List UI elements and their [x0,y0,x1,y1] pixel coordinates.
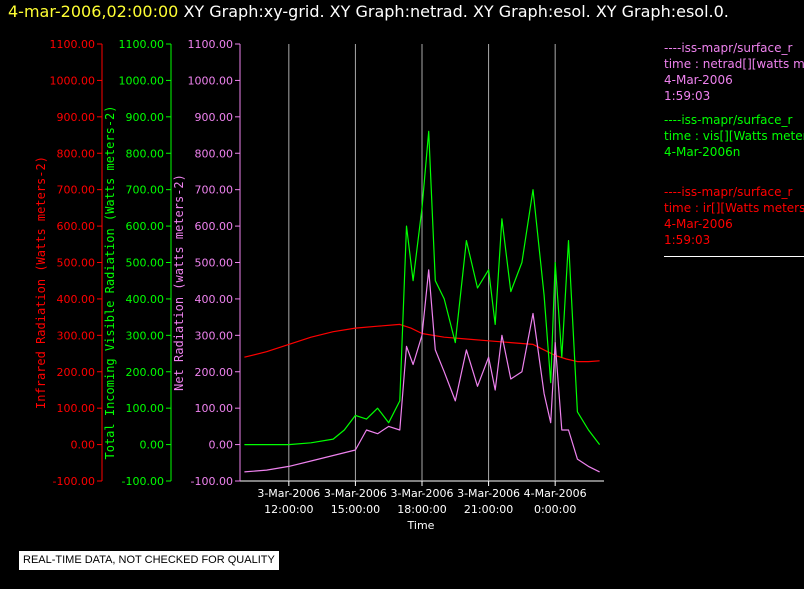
legend-netrad-line-2: time : netrad[][watts me [664,57,804,71]
header-graph-2: XY Graph:netrad. [329,2,468,21]
x-tick-label-time: 12:00:00 [264,503,313,516]
y-tick-label: 900.00 [195,111,234,124]
y-tick-label: 400.00 [195,293,234,306]
header-graph-3: XY Graph:esol. [472,2,591,21]
x-tick-label-date: 4-Mar-2006 [524,487,587,500]
x-tick-label-time: 18:00:00 [397,503,446,516]
legend-ir-line-1: ----iss-mapr/surface_r [664,185,793,199]
series-line-netrad [244,269,600,473]
y-tick-label: 100.00 [57,402,96,415]
y-tick-label: 900.00 [126,111,165,124]
y-tick-label: 200.00 [126,366,165,379]
y-tick-label: -100.00 [122,475,164,488]
legend-netrad-line-4: 1:59:03 [664,89,711,103]
legend-ir-line-3: 4-Mar-2006 [664,217,733,231]
legend-netrad-line-3: 4-Mar-2006 [664,73,733,87]
legend-netrad: ----iss-mapr/surface_r time : netrad[][w… [664,40,804,104]
y-tick-label: 800.00 [57,147,96,160]
y-tick-label: 400.00 [126,293,165,306]
y-tick-label: 300.00 [195,329,234,342]
y-tick-label: 800.00 [195,147,234,160]
x-axis-label: Time [407,519,435,532]
y-tick-label: 500.00 [195,257,234,270]
x-tick-label-date: 3-Mar-2006 [391,487,454,500]
x-tick-label-time: 0:00:00 [534,503,576,516]
legend-netrad-line-1: ----iss-mapr/surface_r [664,41,793,55]
quality-note: REAL-TIME DATA, NOT CHECKED FOR QUALITY [19,551,279,570]
y-tick-label: 1100.00 [119,38,165,51]
y-tick-label: 1000.00 [119,74,165,87]
y-tick-label: 600.00 [195,220,234,233]
legend-vis-line-1: ----iss-mapr/surface_r [664,113,793,127]
legend-ir: ----iss-mapr/surface_r time : ir[][Watts… [664,184,804,248]
y-tick-label: 100.00 [126,402,165,415]
x-tick-label-time: 21:00:00 [464,503,513,516]
y-tick-label: 700.00 [195,184,234,197]
y-tick-label: 800.00 [126,147,165,160]
x-tick-label-date: 3-Mar-2006 [324,487,387,500]
y-tick-label: 700.00 [57,184,96,197]
y-tick-label: 300.00 [126,329,165,342]
legend-vis-line-3: 4-Mar-2006n [664,145,741,159]
y-tick-label: 200.00 [57,366,96,379]
y-tick-label: 500.00 [126,257,165,270]
legend-vis-line-2: time : vis[][Watts meter [664,129,804,143]
header-graph-4: XY Graph:esol.0. [595,2,729,21]
series-line-vis [244,130,601,446]
x-tick-label-date: 3-Mar-2006 [257,487,320,500]
y-tick-label: 400.00 [57,293,96,306]
y-axis-label: Infrared Radiation (Watts meters-2) [34,156,48,409]
y-tick-label: 1100.00 [50,38,96,51]
y-tick-label: 200.00 [195,366,234,379]
header-graph-1: XY Graph:xy-grid. [183,2,325,21]
legend-divider [664,256,804,257]
y-axis-label: Net Radiation (watts meters-2) [172,174,186,391]
y-tick-label: 1000.00 [188,74,234,87]
y-tick-label: 0.00 [140,439,165,452]
y-tick-label: 100.00 [195,402,234,415]
y-tick-label: 700.00 [126,184,165,197]
y-tick-label: 1100.00 [188,38,234,51]
legend-ir-line-4: 1:59:03 [664,233,711,247]
y-tick-label: 300.00 [57,329,96,342]
y-tick-label: 500.00 [57,257,96,270]
y-tick-label: -100.00 [53,475,95,488]
header-title: 4-mar-2006,02:00:00 XY Graph:xy-grid. XY… [8,2,729,21]
legend-vis: ----iss-mapr/surface_r time : vis[][Watt… [664,112,804,160]
y-tick-label: 0.00 [209,439,234,452]
y-tick-label: 1000.00 [50,74,96,87]
y-tick-label: 0.00 [71,439,96,452]
header-timestamp: 4-mar-2006,02:00:00 [8,2,179,21]
y-axis-label: Total Incoming Visible Radiation (Watts … [103,105,117,459]
y-tick-label: 900.00 [57,111,96,124]
series-line-ir [244,323,600,363]
x-tick-label-time: 15:00:00 [331,503,380,516]
x-tick-label-date: 3-Mar-2006 [457,487,520,500]
y-tick-label: 600.00 [57,220,96,233]
y-tick-label: -100.00 [191,475,233,488]
y-tick-label: 600.00 [126,220,165,233]
legend-ir-line-2: time : ir[][Watts meters [664,201,804,215]
